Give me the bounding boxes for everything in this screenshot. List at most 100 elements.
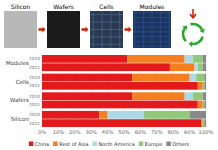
- image-box: [4, 11, 37, 48]
- recycle-symbol: [182, 9, 204, 47]
- year-label: 2010: [29, 94, 40, 99]
- image-texture: [133, 46, 171, 47]
- image-texture: [90, 14, 123, 15]
- bar-segment: [203, 63, 206, 71]
- bar-segment: [196, 74, 204, 82]
- recycle-arrow: [190, 9, 196, 18]
- image-texture: [169, 11, 170, 48]
- x-tick-label: 20%: [69, 129, 81, 135]
- bar-segment: [203, 55, 206, 63]
- recycle-head: [199, 29, 204, 33]
- bar-segment: [195, 63, 198, 71]
- x-tick-label: 50%: [118, 129, 130, 135]
- images: [4, 11, 171, 48]
- recycle-head: [182, 25, 187, 30]
- bar-segment: [190, 74, 197, 82]
- legend-swatch: [166, 142, 171, 147]
- bar-segment: [204, 101, 206, 109]
- bar-segment: [42, 111, 99, 119]
- grid: [42, 55, 206, 127]
- bar-segment: [193, 92, 203, 100]
- image-texture: [152, 11, 153, 48]
- recycle-arc: [192, 37, 203, 44]
- bar-segment: [193, 55, 203, 63]
- year-label: 2021: [29, 121, 40, 126]
- year-label: 2010: [29, 112, 40, 117]
- stage-label: Wafers: [53, 3, 74, 10]
- legend-label: China: [35, 141, 49, 147]
- legend: China Rest of Asia North America Europe Othe…: [29, 141, 190, 148]
- bars: [42, 55, 206, 127]
- bar-segment: [170, 63, 195, 71]
- x-tick-label: 80%: [167, 129, 179, 135]
- chart: SiliconWafersCellsModules0%10%20%30%40%5…: [0, 0, 218, 150]
- stage-label: Modules: [140, 3, 165, 10]
- flow-arrow: [125, 27, 132, 33]
- category-label: Wafers: [10, 97, 29, 103]
- image-texture: [133, 22, 171, 23]
- year-label: 2021: [29, 65, 40, 70]
- bar-segment: [144, 111, 190, 119]
- image-box: [47, 11, 80, 48]
- bar-segment: [190, 111, 206, 119]
- image-texture: [133, 12, 171, 13]
- x-tick-label: 10%: [53, 129, 65, 135]
- image-box: [133, 11, 171, 48]
- recycle-arc: [190, 24, 202, 30]
- bar-segment: [204, 119, 206, 127]
- bar-segment: [204, 74, 206, 82]
- bar-segment: [204, 82, 206, 90]
- x-tick-label: 40%: [102, 129, 114, 135]
- bar-segment: [42, 101, 198, 109]
- legend-label: Rest of Asia: [59, 141, 88, 147]
- flow-arrow: [82, 27, 89, 33]
- bar-segment: [185, 55, 193, 63]
- bar-segment: [42, 74, 132, 82]
- bar-segment: [203, 119, 205, 127]
- year-label: 2010: [29, 56, 40, 61]
- image-texture: [160, 11, 161, 48]
- image-box: [90, 11, 123, 48]
- bar-segment: [203, 101, 205, 109]
- x-tick-label: 90%: [184, 129, 196, 135]
- image-texture: [90, 44, 123, 45]
- bar-segment: [42, 92, 132, 100]
- image-texture: [134, 11, 135, 48]
- x-tick-label: 0%: [38, 129, 46, 135]
- stage-label: Silicon: [11, 3, 31, 10]
- legend-swatch: [29, 142, 34, 147]
- bar-segment: [203, 92, 206, 100]
- image-texture: [133, 27, 171, 28]
- year-label: 2021: [29, 102, 40, 107]
- image-texture: [133, 41, 171, 42]
- year-label: 2010: [29, 75, 40, 80]
- legend-label: Europe: [145, 141, 163, 148]
- category-label: Cells: [16, 79, 29, 85]
- bar-segment: [127, 55, 184, 63]
- bar-segment: [99, 111, 107, 119]
- image-texture: [90, 29, 123, 30]
- legend-swatch: [93, 142, 98, 147]
- recycle-arc: [183, 28, 186, 41]
- bar-segment: [198, 82, 203, 90]
- category-label: Modules: [6, 60, 29, 66]
- image-texture: [133, 17, 171, 18]
- legend-swatch: [53, 142, 58, 147]
- legend-label: North America: [99, 141, 135, 147]
- bar-segment: [203, 82, 205, 90]
- x-tick-label: 70%: [151, 129, 163, 135]
- bar-segment: [42, 55, 127, 63]
- image-texture: [133, 31, 171, 32]
- year-label: 2021: [29, 83, 40, 88]
- x-tick-label: 60%: [135, 129, 147, 135]
- bar-segment: [132, 92, 184, 100]
- flow-arrow: [39, 27, 46, 33]
- image-texture: [90, 36, 123, 37]
- recycle-head: [189, 41, 193, 47]
- legend-label: Others: [172, 141, 189, 147]
- bar-segment: [198, 63, 203, 71]
- bar-segment: [42, 63, 170, 71]
- bar-segment: [132, 74, 189, 82]
- x-tick-label: 100%: [199, 129, 214, 135]
- image-texture: [90, 22, 123, 23]
